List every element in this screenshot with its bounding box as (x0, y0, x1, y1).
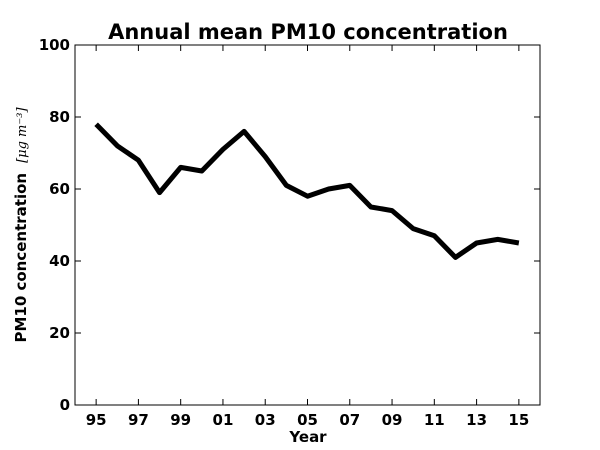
x-tick-label: 99 (170, 411, 191, 429)
x-axis-label: Year (288, 428, 327, 446)
x-tick-label: 03 (255, 411, 276, 429)
y-axis-label: PM10 concentration [μg m⁻³] (12, 107, 30, 343)
x-tick-label: 95 (86, 411, 107, 429)
x-tick-label: 13 (466, 411, 487, 429)
x-tick-label: 97 (128, 411, 149, 429)
y-axis-label-text: PM10 concentration (12, 173, 30, 343)
plot-frame (74, 44, 541, 406)
y-tick-label: 60 (49, 180, 70, 198)
x-tick-label: 05 (297, 411, 318, 429)
x-tick-label: 11 (424, 411, 445, 429)
y-axis: 0 20 40 60 80 100 (39, 36, 540, 414)
chart-title: Annual mean PM10 concentration (108, 20, 508, 44)
y-tick-label: 100 (39, 36, 70, 54)
y-tick-label: 40 (49, 252, 70, 270)
x-axis: 95 97 99 01 03 05 07 09 11 13 15 (86, 45, 529, 429)
series-line (94, 122, 520, 260)
y-tick-label: 0 (60, 396, 70, 414)
y-tick-label: 20 (49, 324, 70, 342)
x-tick-label: 09 (382, 411, 403, 429)
x-tick-label: 01 (213, 411, 234, 429)
x-tick-label: 07 (339, 411, 360, 429)
x-tick-label: 15 (508, 411, 529, 429)
y-axis-label-unit: [μg m⁻³] (15, 107, 30, 163)
y-tick-label: 80 (49, 108, 70, 126)
